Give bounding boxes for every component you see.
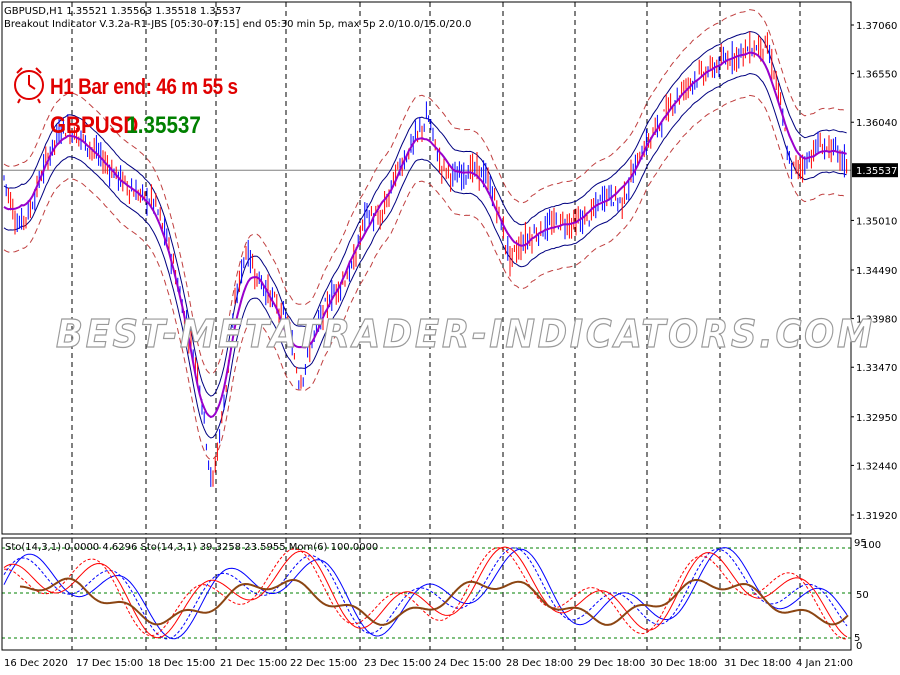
alarm-clock-icon [14,67,44,104]
symbol-label: GBPUSD [50,112,139,139]
price-axis-label: 1.36550 [856,70,897,81]
price-axis-label: 1.33470 [856,363,897,374]
stochastic-blue-signal [3,547,848,640]
upper-band-line [3,30,847,397]
time-axis-label: 31 Dec 18:00 [724,658,791,669]
oscillator-header: Sto(14,3,1) 0.0000 4.6296 Sto(14,3,1) 39… [5,542,378,553]
outer-upper-band-line [3,9,847,375]
candles [3,31,848,487]
oscillator-scale-label: 5 [854,633,860,644]
price-label: 1.35537 [126,112,201,139]
symbol-price-label: GBPUSD1.35537 [50,112,201,140]
watermark: BEST-METATRADER-INDICATORS.COM [55,311,875,356]
current-price-tag-label: 1.35537 [856,166,897,177]
moving-average [3,51,847,419]
oscillator-scale-label: 50 [856,590,869,601]
time-axis-label: 23 Dec 15:00 [364,658,431,669]
oscillator-scale-label: 100 [862,540,881,551]
time-axis-label: 24 Dec 15:00 [434,658,501,669]
bar-end-timer: H1 Bar end: 46 m 55 s [50,74,238,99]
indicator-header: Breakout Indicator V.3.2a-R1-JBS [05:30-… [4,19,472,30]
oscillator-scale-label: 0 [856,641,862,652]
price-axis-label: 1.32950 [856,413,897,424]
time-axis-label: 18 Dec 15:00 [148,658,215,669]
lower-band-line [3,72,847,439]
current-price-tag [852,163,898,178]
band-lines [3,9,847,461]
time-axis-label: 21 Dec 15:00 [220,658,287,669]
symbol-header: GBPUSD,H1 1.35521 1.35563 1.35518 1.3553… [4,6,242,17]
time-axis-label: 29 Dec 18:00 [578,658,645,669]
outer-lower-band-line [3,94,847,461]
oscillator-scale-label: 95 [854,538,867,549]
time-axis-label: 28 Dec 18:00 [506,658,573,669]
time-axis-label: 4 Jan 21:00 [796,658,853,669]
oscillator-window [2,546,851,640]
price-axis-label: 1.34490 [856,266,897,277]
time-axis-label: 17 Dec 15:00 [76,658,143,669]
time-axis-label: 16 Dec 2020 [4,658,68,669]
price-axis-label: 1.35010 [856,216,897,227]
price-axis-label: 1.33980 [856,315,897,326]
price-axis-label: 1.31920 [856,511,897,522]
stochastic-red-signal [3,547,847,640]
ma-line [3,51,847,419]
grid [2,2,851,650]
time-axis-label: 22 Dec 15:00 [290,658,357,669]
sub-frame [1,537,852,651]
momentum-line [19,577,849,626]
price-axis-label: 1.36040 [856,118,897,129]
stochastic-red-line [3,546,848,639]
time-axis-label: 30 Dec 18:00 [650,658,717,669]
price-axis-label: 1.37060 [856,21,897,32]
main-frame [1,1,852,535]
price-axis-label: 1.32440 [856,461,897,472]
stochastic-blue-line [3,547,848,640]
